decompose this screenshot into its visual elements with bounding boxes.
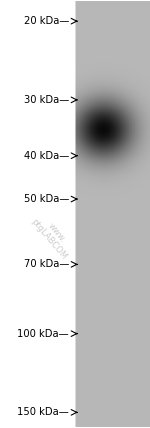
- Text: 20 kDa—: 20 kDa—: [24, 16, 69, 26]
- Text: www.
ptgLABCOM: www. ptgLABCOM: [29, 211, 76, 262]
- Text: 70 kDa—: 70 kDa—: [24, 259, 69, 269]
- Text: 40 kDa—: 40 kDa—: [24, 151, 69, 161]
- Text: 30 kDa—: 30 kDa—: [24, 95, 69, 105]
- Text: 100 kDa—: 100 kDa—: [17, 329, 69, 339]
- Text: 150 kDa—: 150 kDa—: [17, 407, 69, 417]
- Text: 50 kDa—: 50 kDa—: [24, 194, 69, 204]
